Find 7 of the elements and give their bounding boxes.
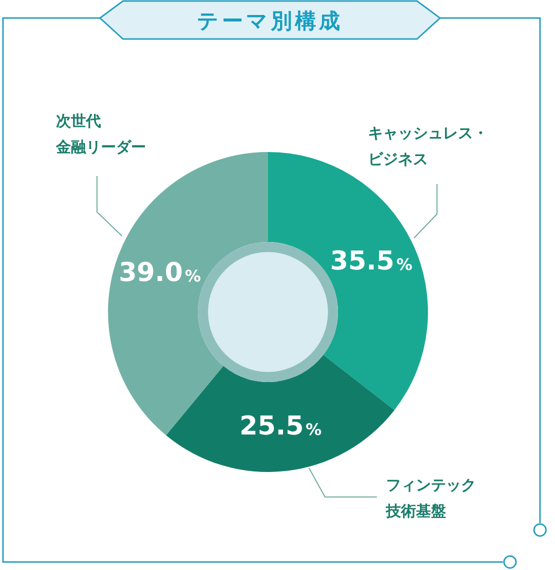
- data-label: 35.5%: [330, 246, 412, 276]
- data-label: 25.5%: [240, 411, 322, 442]
- chart-title: テーマ別構成: [196, 8, 344, 35]
- slice-label: 次世代金融リーダー: [55, 112, 146, 156]
- data-label: 39.0%: [118, 258, 201, 288]
- slice-label: フィンテック技術基盤: [385, 476, 476, 520]
- slice-label: キャッシュレス・ビジネス: [368, 124, 488, 168]
